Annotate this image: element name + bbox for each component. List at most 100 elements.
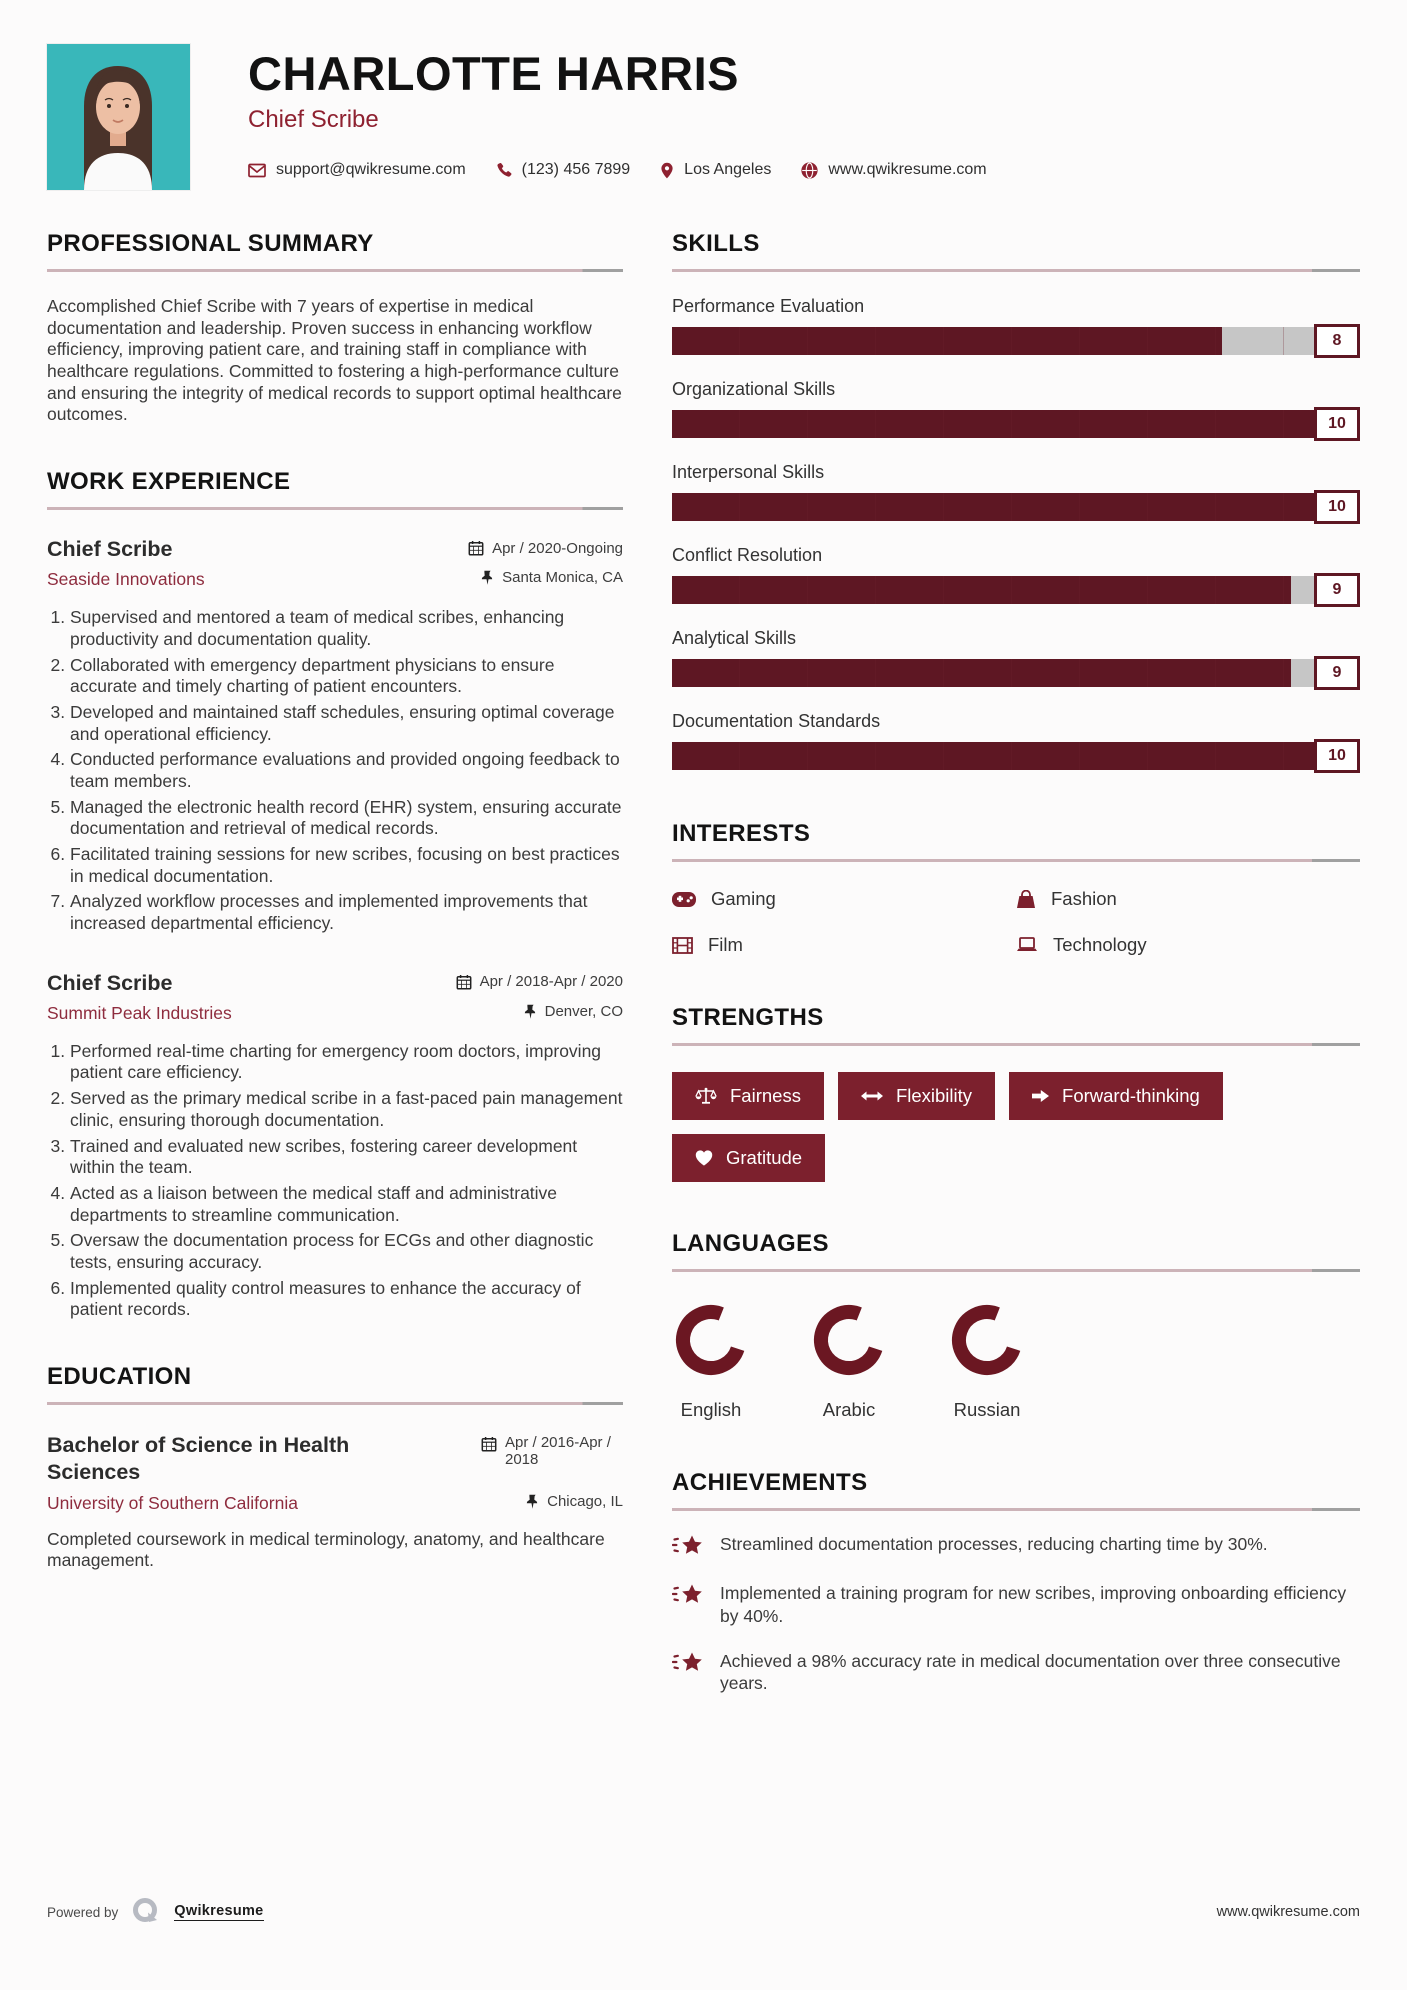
experience-heading: WORK EXPERIENCE (47, 468, 291, 496)
strength-badge: Flexibility (837, 1072, 996, 1120)
summary-text: Accomplished Chief Scribe with 7 years o… (47, 296, 622, 425)
bullet-item: Conducted performance evaluations and pr… (70, 749, 623, 792)
skill-item: Conflict Resolution 9 (672, 545, 1360, 607)
language-item: Russian (948, 1302, 1026, 1421)
profile-photo (47, 44, 190, 190)
strength-badge: Fairness (672, 1072, 824, 1120)
language-label: English (680, 1399, 742, 1420)
job-company: Seaside Innovations (47, 569, 205, 590)
person-title: Chief Scribe (248, 106, 379, 133)
job-date: Apr / 2020-Ongoing (492, 539, 623, 557)
skills-section: SKILLS Performance Evaluation 8 Organiza… (672, 230, 1360, 773)
job-company: Summit Peak Industries (47, 1002, 232, 1023)
interest-label: Technology (1053, 934, 1147, 955)
achievement-text: Streamlined documentation processes, red… (720, 1534, 1268, 1554)
envelope-icon (248, 163, 266, 177)
bullet-item: Trained and evaluated new scribes, foste… (70, 1136, 623, 1179)
experience-section: WORK EXPERIENCE Chief Scribe Apr / 2020-… (47, 468, 623, 1321)
section-divider (672, 859, 1360, 862)
left-right-arrow-icon (860, 1091, 883, 1101)
languages-section: LANGUAGES English Arabic Russian (672, 1230, 1360, 1421)
skill-fill (672, 742, 1360, 770)
skill-fill (672, 659, 1292, 687)
school-name: University of Southern California (47, 1492, 298, 1513)
job-location: Santa Monica, CA (502, 569, 623, 587)
skill-label: Documentation Standards (672, 711, 881, 731)
skill-item: Analytical Skills 9 (672, 628, 1360, 690)
job-date: Apr / 2018-Apr / 2020 (479, 973, 623, 991)
skill-label: Performance Evaluation (672, 296, 865, 316)
contact-location: Los Angeles (660, 161, 771, 179)
skill-item: Interpersonal Skills 10 (672, 462, 1360, 524)
footer: Powered by Qwikresume www.qwikresume.com (47, 1896, 1360, 1928)
section-divider (47, 269, 623, 272)
section-divider (672, 1269, 1360, 1272)
job-title: Chief Scribe (47, 970, 173, 995)
shooting-star-icon (672, 1584, 702, 1603)
education-location: Chicago, IL (547, 1492, 623, 1510)
contact-email[interactable]: support@qwikresume.com (248, 161, 466, 179)
interest-item: Film (672, 934, 1016, 956)
language-item: English (672, 1302, 750, 1421)
achievement-text: Achieved a 98% accuracy rate in medical … (720, 1650, 1341, 1694)
language-label: Arabic (822, 1399, 876, 1420)
section-divider (672, 1508, 1360, 1511)
email-text: support@qwikresume.com (276, 161, 466, 178)
qwikresume-logo-icon (133, 1898, 158, 1922)
pushpin-icon (481, 570, 493, 585)
degree-title: Bachelor of Science in Health Sciences (47, 1433, 350, 1484)
achievement-item: Implemented a training program for new s… (672, 1582, 1360, 1628)
bullet-item: Served as the primary medical scribe in … (70, 1088, 623, 1131)
summary-heading: PROFESSIONAL SUMMARY (47, 230, 374, 257)
strength-badge: Gratitude (672, 1134, 826, 1182)
strength-label: Flexibility (895, 1085, 973, 1106)
main-column: PROFESSIONAL SUMMARY Accomplished Chief … (47, 230, 623, 1737)
skill-score-badge: 8 (1314, 324, 1360, 358)
skill-item: Performance Evaluation 8 (672, 296, 1360, 358)
phone-text: (123) 456 7899 (521, 161, 631, 178)
right-arrow-icon (1032, 1090, 1050, 1102)
skill-score-badge: 10 (1314, 739, 1360, 773)
job-entry: Chief Scribe Apr / 2020-Ongoing Seaside … (47, 537, 623, 935)
skill-label: Interpersonal Skills (672, 462, 825, 482)
skill-bar: 9 (672, 573, 1360, 607)
bullet-item: Oversaw the documentation process for EC… (70, 1230, 623, 1273)
skill-item: Organizational Skills 10 (672, 379, 1360, 441)
handbag-icon (1017, 889, 1035, 908)
skill-bar: 8 (672, 324, 1360, 358)
strengths-heading: STRENGTHS (672, 1004, 824, 1031)
powered-by-text: Powered by (47, 1904, 119, 1920)
bullet-item: Acted as a liaison between the medical s… (70, 1183, 623, 1226)
website-text: www.qwikresume.com (828, 161, 987, 178)
contact-website[interactable]: www.qwikresume.com (801, 161, 987, 179)
section-divider (672, 269, 1360, 272)
job-location: Denver, CO (544, 1002, 623, 1020)
pushpin-icon (524, 1004, 535, 1019)
languages-heading: LANGUAGES (672, 1230, 829, 1257)
calendar-icon (456, 974, 472, 990)
section-divider (672, 1043, 1360, 1046)
job-entry: Chief Scribe Apr / 2018-Apr / 2020 Summi… (47, 971, 623, 1321)
qwikresume-link[interactable]: Qwikresume (174, 1903, 264, 1921)
calendar-icon (481, 1437, 497, 1452)
bullet-item: Developed and maintained staff schedules… (70, 702, 623, 745)
education-heading: EDUCATION (47, 1363, 192, 1390)
summary-section: PROFESSIONAL SUMMARY Accomplished Chief … (47, 230, 623, 426)
language-level-arc (952, 1305, 1022, 1375)
phone-icon (497, 162, 512, 177)
header: CHARLOTTE HARRIS Chief Scribe support@qw… (47, 44, 1360, 190)
interest-label: Fashion (1051, 888, 1117, 909)
heart-icon (695, 1150, 713, 1166)
person-name: CHARLOTTE HARRIS (248, 47, 740, 100)
map-pin-icon (661, 162, 673, 178)
strength-badge: Forward-thinking (1009, 1072, 1223, 1120)
skill-fill (672, 327, 1223, 355)
education-date: Apr / 2016-Apr / 2018 (505, 1434, 611, 1468)
education-description: Completed coursework in medical terminol… (47, 1528, 605, 1571)
skill-bar: 10 (672, 739, 1360, 773)
contact-phone: (123) 456 7899 (496, 161, 631, 179)
interest-item: Technology (1016, 934, 1360, 956)
education-section: EDUCATION Bachelor of Science in Health … (47, 1363, 623, 1572)
location-text: Los Angeles (684, 161, 772, 178)
